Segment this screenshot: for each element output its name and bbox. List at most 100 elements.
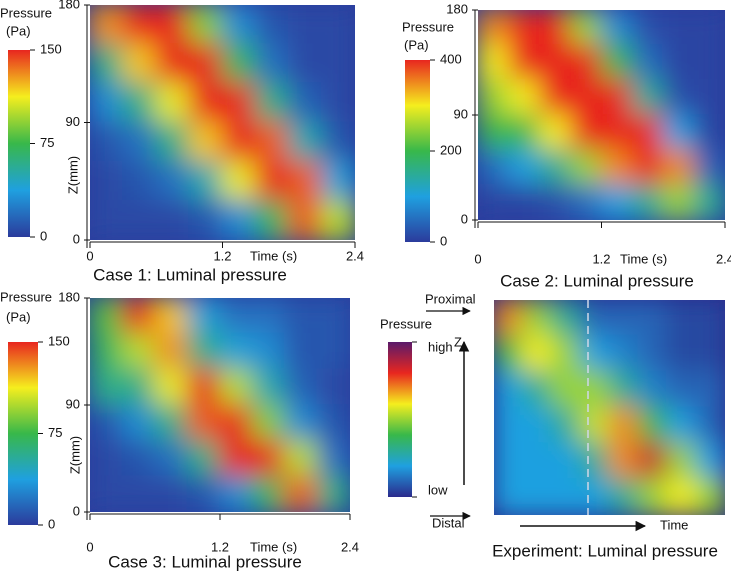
colorbar [8,50,30,237]
heatmap-cell [90,298,124,335]
heatmap-cell [666,370,698,409]
heatmap-cell [122,121,158,163]
heatmap-cell [154,332,189,371]
y-tick-label: 180 [446,1,468,16]
heatmap-cell [478,149,510,186]
heatmap-cell [155,160,191,202]
x-axis-label: Time (s) [250,539,297,554]
heatmap-cell [219,475,254,512]
heatmap-cell [155,121,191,163]
heatmap-cell [221,43,257,85]
heatmap-cell [637,300,669,337]
heatmap-cell [631,149,665,186]
heatmap-cell [284,475,319,512]
heatmap-cell [550,370,582,409]
heatmap-cell [122,43,158,85]
heatmap-cell [284,439,319,478]
heatmap-cell [121,332,156,371]
x-tick-label: 2.4 [341,539,359,554]
heatmap-cell [90,43,125,85]
heatmap-cell [122,199,158,240]
heatmap-cell [662,114,696,151]
heatmap-cell [320,82,355,124]
heatmap-cell [666,334,698,373]
heatmap-cell [221,82,257,124]
heatmap-cell [494,442,524,481]
heatmap-cell [666,300,698,337]
heatmap-cell [600,79,634,116]
heatmap-cell [550,334,582,373]
heatmap-cell [631,184,665,220]
heatmap-cell [287,160,323,202]
colorbar-tick-label: 200 [440,142,462,157]
heatmap-cell [154,404,189,442]
heatmap-cell [662,79,696,116]
heatmap-cell [186,332,221,371]
heatmap-cell [662,10,696,46]
colorbar [405,60,430,242]
heatmap-cell [251,475,286,512]
heatmap-cell [608,370,640,409]
heatmap-cell [316,368,350,406]
annotation: Proximal [425,291,476,306]
heatmap-cell [507,79,541,116]
heatmap-cells [478,10,725,220]
heatmap-cell [569,184,603,220]
y-tick-label: 0 [73,231,80,246]
heatmap-cell [254,43,290,85]
heatmap-cell [637,442,669,481]
y-axis-label: Z [454,334,462,349]
heatmap-cell [569,44,603,81]
heatmap-cell [507,149,541,186]
heatmap-cell [254,82,290,124]
heatmap-cell [188,160,224,202]
heatmap-cell [154,368,189,406]
heatmap-cell [521,406,553,445]
heatmap-cell [188,199,224,240]
heatmap-cell [251,404,286,442]
colorbar-title: Pressure [402,19,454,34]
heatmap-cell [538,149,572,186]
heatmap-cell [600,149,634,186]
heatmap-cell [521,334,553,373]
y-tick-label: 90 [454,106,468,121]
heatmap-cell [695,442,725,481]
heatmap-cell [316,439,350,478]
heatmap-cell [631,114,665,151]
heatmap-cell [666,442,698,481]
heatmap-cell [662,149,696,186]
heatmap-cell [569,10,603,46]
colorbar-tick-label: 400 [440,51,462,66]
heatmap-cell [251,439,286,478]
heatmap-cell [666,406,698,445]
x-axis-label: Time [660,517,688,532]
heatmap-cell [122,160,158,202]
heatmap-cell [521,300,553,337]
heatmap-cell [186,368,221,406]
heatmap-cell [90,439,124,478]
heatmap-cell [637,334,669,373]
heatmap-cell [695,370,725,409]
heatmap-cell [122,5,158,46]
heatmap-cell [478,184,510,220]
heatmap-cell [662,184,696,220]
heatmap-cell [320,160,355,202]
heatmap-cell [600,114,634,151]
x-tick-label: 2.4 [346,248,364,263]
heatmap-cell [507,114,541,151]
heatmap-cell [521,370,553,409]
heatmap-cell [550,406,582,445]
heatmap-cell [155,82,191,124]
heatmap-cell [219,404,254,442]
heatmap-cell [507,44,541,81]
y-axis-label: Z(mm) [65,156,80,194]
heatmap-cells [90,298,350,512]
heatmap-cell [254,160,290,202]
heatmap-cell [538,114,572,151]
heatmap-cell [287,199,323,240]
heatmap-cell [287,121,323,163]
heatmap-cell [608,300,640,337]
heatmap-cell [188,43,224,85]
heatmap-cell [254,199,290,240]
